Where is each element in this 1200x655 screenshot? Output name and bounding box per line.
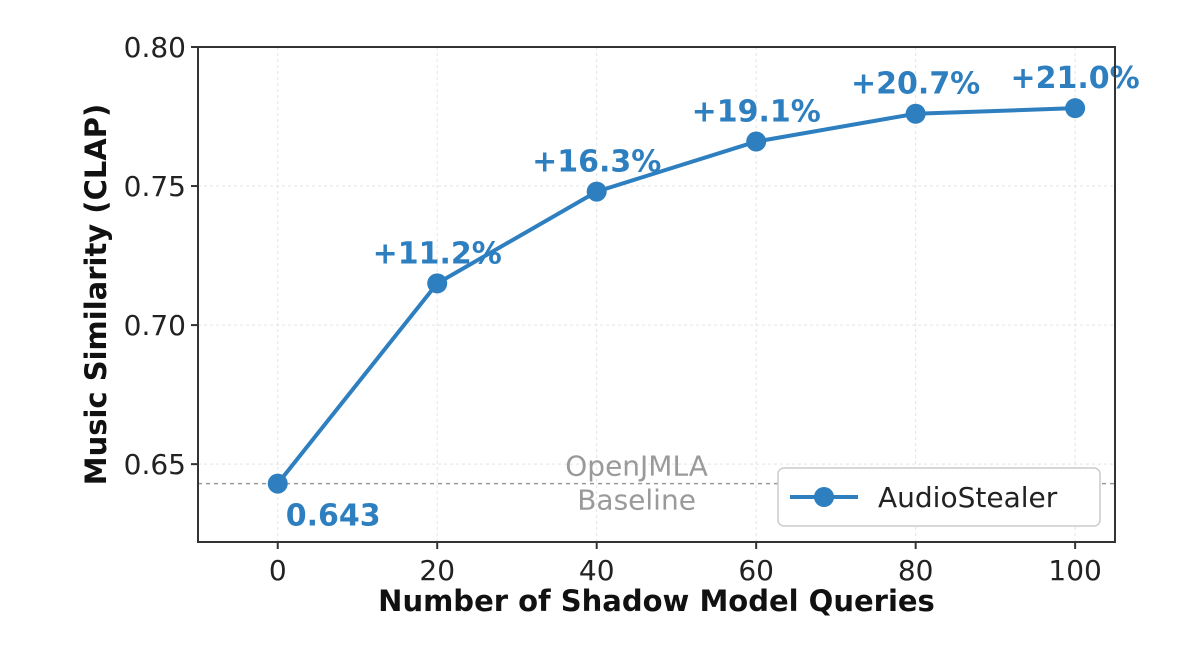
x-tick-label: 20 [419, 554, 455, 587]
tick-group: 0 20 40 60 80 100 0.65 0.70 0.75 0.80 [124, 31, 1102, 587]
y-axis-label: Music Similarity (CLAP) [79, 104, 113, 486]
baseline-label-line1: OpenJMLA [565, 450, 708, 483]
data-point [267, 473, 288, 494]
y-tick-label: 0.70 [124, 309, 186, 342]
data-label: +20.7% [851, 67, 980, 102]
x-tick-label: 100 [1048, 554, 1101, 587]
x-tick-label: 0 [269, 554, 287, 587]
data-point [746, 131, 767, 152]
x-tick-label: 40 [579, 554, 615, 587]
x-axis-label: Number of Shadow Model Queries [378, 584, 935, 618]
y-tick-label: 0.75 [124, 170, 186, 203]
plot-frame [197, 46, 1116, 543]
data-point [427, 273, 448, 294]
baseline-label-line2: Baseline [577, 484, 696, 517]
legend-label: AudioStealer [878, 481, 1058, 514]
y-tick-label: 0.65 [124, 448, 186, 481]
data-point [1065, 98, 1086, 119]
data-label: +16.3% [532, 145, 661, 180]
series-line [276, 106, 1076, 485]
data-label: +19.1% [692, 95, 821, 130]
legend: AudioStealer [777, 467, 1101, 527]
data-point [905, 103, 926, 124]
annotation-group: 0.643 +11.2% +16.3% +19.1% +20.7% +21.0% [286, 61, 1140, 533]
data-label: 0.643 [286, 499, 381, 534]
x-tick-label: 60 [738, 554, 774, 587]
data-point [586, 181, 607, 202]
data-label: +11.2% [373, 236, 502, 271]
data-label: +21.0% [1011, 61, 1140, 96]
legend-marker-swatch [814, 487, 834, 507]
legend-box [777, 467, 1101, 527]
x-tick-label: 80 [898, 554, 934, 587]
y-tick-label: 0.80 [124, 31, 186, 64]
series-group [267, 98, 1086, 494]
baseline-group: OpenJMLA Baseline [198, 450, 1115, 517]
